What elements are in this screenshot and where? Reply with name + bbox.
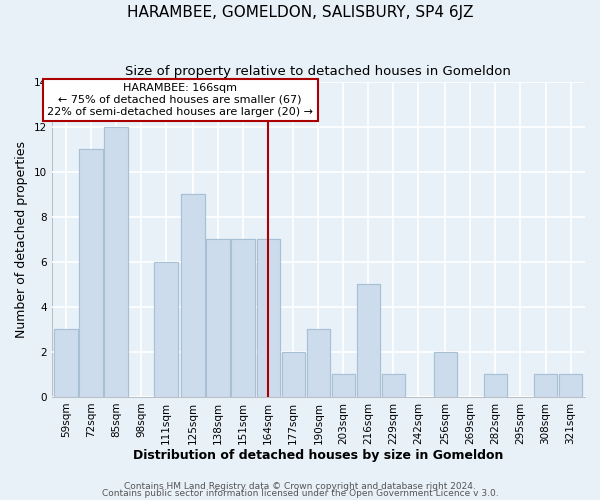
Bar [307,330,330,397]
X-axis label: Distribution of detached houses by size in Gomeldon: Distribution of detached houses by size … [133,450,503,462]
Y-axis label: Number of detached properties: Number of detached properties [15,141,28,338]
Bar [79,150,103,397]
Bar [206,240,230,397]
Bar [154,262,178,397]
Bar [484,374,507,397]
Bar [307,330,330,397]
Bar [181,194,205,397]
Text: HARAMBEE: 166sqm
← 75% of detached houses are smaller (67)
22% of semi-detached : HARAMBEE: 166sqm ← 75% of detached house… [47,84,313,116]
Bar [104,127,128,397]
Bar [257,240,280,397]
Bar [382,374,405,397]
Bar [257,240,280,397]
Bar [55,330,78,397]
Text: Contains HM Land Registry data © Crown copyright and database right 2024.: Contains HM Land Registry data © Crown c… [124,482,476,491]
Bar [181,194,205,397]
Bar [232,240,255,397]
Bar [206,240,230,397]
Bar [332,374,355,397]
Bar [55,330,78,397]
Bar [356,284,380,397]
Bar [154,262,178,397]
Bar [104,127,128,397]
Bar [534,374,557,397]
Bar [434,352,457,397]
Bar [79,150,103,397]
Bar [232,240,255,397]
Bar [382,374,405,397]
Bar [434,352,457,397]
Bar [534,374,557,397]
Bar [559,374,583,397]
Text: HARAMBEE, GOMELDON, SALISBURY, SP4 6JZ: HARAMBEE, GOMELDON, SALISBURY, SP4 6JZ [127,5,473,20]
Bar [484,374,507,397]
Bar [281,352,305,397]
Bar [559,374,583,397]
Bar [281,352,305,397]
Bar [356,284,380,397]
Bar [332,374,355,397]
Title: Size of property relative to detached houses in Gomeldon: Size of property relative to detached ho… [125,65,511,78]
Text: Contains public sector information licensed under the Open Government Licence v : Contains public sector information licen… [101,490,499,498]
